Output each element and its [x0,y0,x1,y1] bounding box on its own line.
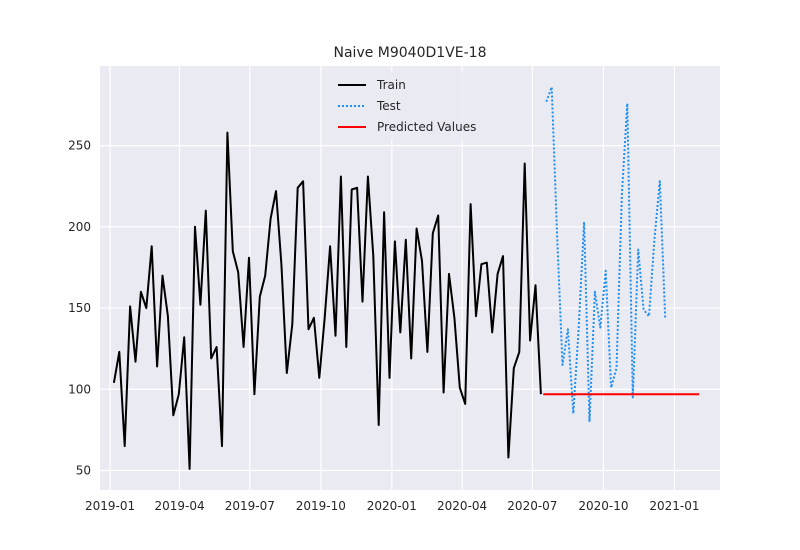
legend-label: Predicted Values [377,120,476,134]
x-tick-label: 2020-10 [578,499,628,513]
x-tick-label: 2019-04 [154,499,204,513]
series-line-test [545,86,667,423]
x-tick-label: 2020-01 [367,499,417,513]
chart-title: Naive M9040D1VE-18 [334,45,487,61]
legend: Train Test Predicted Values [330,72,490,140]
y-tick-label: 200 [68,220,91,234]
x-tick-label: 2019-10 [296,499,346,513]
x-tick-label: 2020-07 [507,499,557,513]
legend-label: Test [376,99,401,113]
series-layer [112,86,700,470]
y-tick-label: 150 [68,301,91,315]
y-tick-label: 50 [76,464,91,478]
y-tick-label: 250 [68,139,91,153]
y-tick-label: 100 [68,382,91,396]
legend-label: Train [376,78,406,92]
x-tick-label: 2019-07 [225,499,275,513]
tick-labels: 2019-01 2019-04 2019-07 2019-10 2020-01 2020-… [68,139,699,513]
legend-box [330,72,490,140]
x-tick-label: 2019-01 [85,499,135,513]
x-tick-label: 2020-04 [437,499,487,513]
series-line-train [112,131,542,470]
x-tick-label: 2021-01 [649,499,699,513]
